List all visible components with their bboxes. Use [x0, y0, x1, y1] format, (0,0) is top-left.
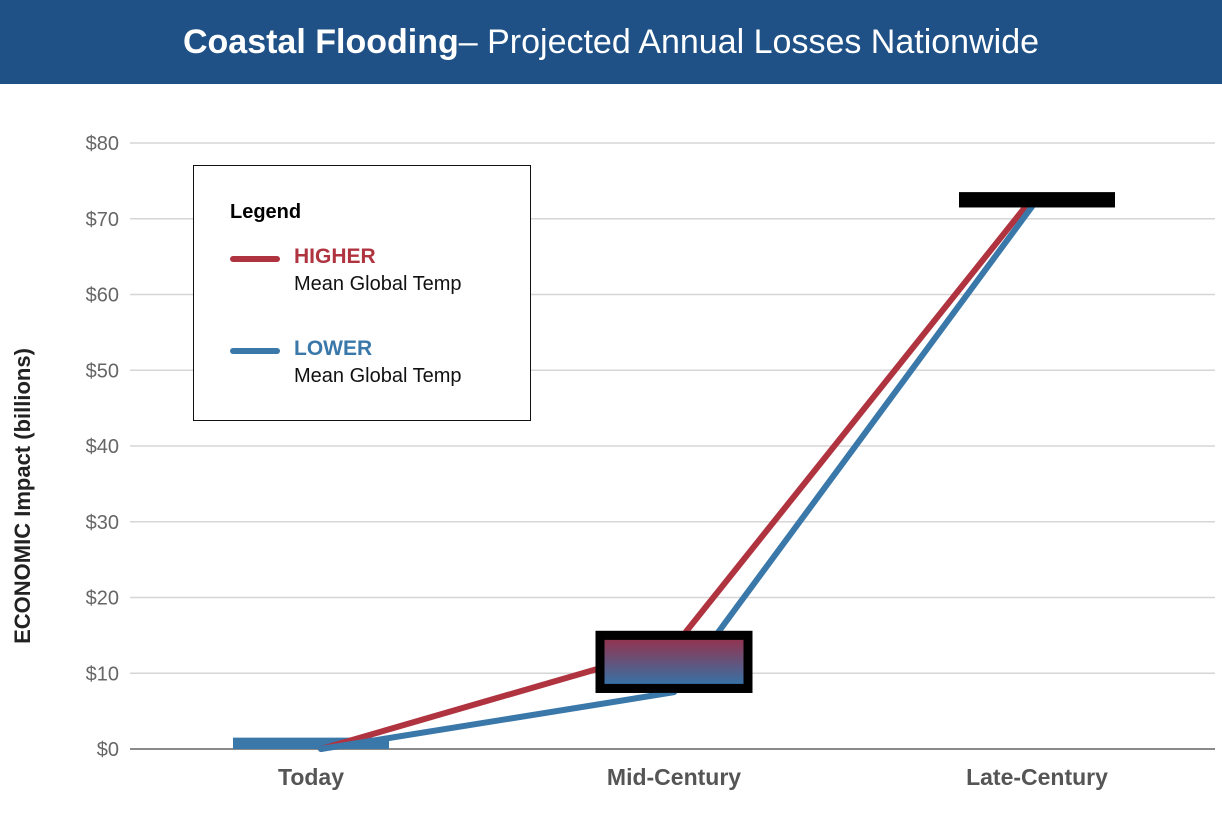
y-tick-label: $40 — [86, 436, 119, 458]
y-axis-label: ECONOMIC Impact (billions) — [10, 348, 35, 644]
legend: Legend HIGHER Mean Global Temp LOWER Mea… — [193, 165, 531, 421]
y-tick-label: $10 — [86, 663, 119, 685]
legend-swatch-higher — [230, 256, 280, 262]
legend-desc-lower: Mean Global Temp — [294, 365, 462, 387]
x-tick-label: Mid-Century — [607, 764, 741, 790]
y-tick-label: $60 — [86, 285, 119, 307]
range-bar-today — [233, 737, 389, 749]
chart-title-rest: – Projected Annual Losses Nationwide — [458, 22, 1040, 61]
legend-label-lower: LOWER — [294, 337, 373, 360]
legend-title: Legend — [230, 201, 302, 223]
range-bar-overlay — [959, 192, 1115, 208]
chart-title-bar: Coastal Flooding – Projected Annual Loss… — [0, 0, 1222, 84]
legend-desc-higher: Mean Global Temp — [294, 273, 462, 295]
legend-swatch-lower — [230, 348, 280, 354]
y-tick-label: $50 — [86, 360, 119, 382]
x-tick-label: Late-Century — [966, 764, 1108, 790]
legend-item-lower: LOWER Mean Global Temp — [230, 337, 520, 394]
y-tick-label: $20 — [86, 588, 119, 610]
y-tick-label: $80 — [86, 133, 119, 155]
y-tick-label: $70 — [86, 209, 119, 231]
y-tick-label: $0 — [97, 739, 119, 761]
y-tick-label: $30 — [86, 512, 119, 534]
x-tick-label: Today — [278, 764, 344, 790]
range-box-overlay — [595, 630, 753, 693]
legend-label-higher: HIGHER — [294, 245, 376, 268]
legend-item-higher: HIGHER Mean Global Temp — [230, 245, 520, 302]
chart-title-bold: Coastal Flooding — [182, 22, 459, 61]
